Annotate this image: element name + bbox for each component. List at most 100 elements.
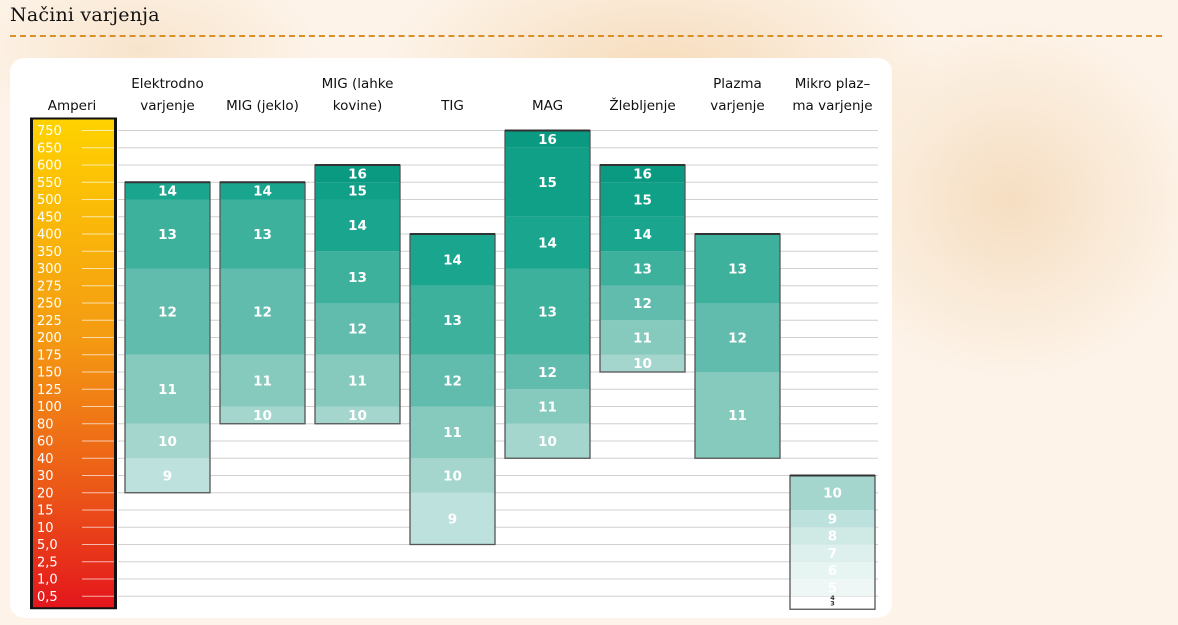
- segment-label: 11: [728, 408, 747, 424]
- range-segment: [790, 527, 875, 545]
- process-name: TIG: [440, 98, 464, 114]
- amp-tick-label: 175: [37, 348, 62, 363]
- segment-label: 12: [728, 330, 747, 346]
- amp-tick-label: 225: [37, 314, 62, 329]
- range-segment: [790, 561, 875, 579]
- amp-tick-label: 650: [37, 141, 62, 156]
- segment-label: 16: [633, 166, 652, 182]
- range-segment: [790, 510, 875, 528]
- segment-label: 10: [538, 434, 557, 450]
- title-divider: [10, 35, 1162, 37]
- segment-label: 13: [253, 227, 272, 243]
- range-segment: [695, 234, 780, 303]
- segment-label: 13: [348, 270, 367, 286]
- amp-tick-label: 0,5: [37, 590, 58, 605]
- range-segment: [125, 458, 210, 493]
- process-name: Mikro plaz–: [795, 76, 871, 92]
- range-segment: [410, 285, 495, 355]
- process-column: 13 12 11: [694, 233, 781, 459]
- segment-label: 9: [163, 468, 172, 484]
- amp-tick-label: 100: [37, 400, 62, 415]
- range-segment: [600, 285, 685, 321]
- amp-tick-label: 500: [37, 193, 62, 208]
- amp-scale-gradient: [33, 119, 114, 608]
- segment-label: 10: [633, 356, 652, 372]
- segment-label: 13: [728, 261, 747, 277]
- amp-tick-label: 400: [37, 228, 62, 243]
- amp-tick-label: 350: [37, 245, 62, 260]
- amp-tick-label: 200: [37, 331, 62, 346]
- segment-label: 10: [158, 434, 177, 450]
- segment-label: 13: [158, 227, 177, 243]
- column-headers: Amperi Elektrodno varjenje MIG (jeklo) MIG (…: [48, 76, 873, 114]
- segment-label: 11: [158, 382, 177, 398]
- range-segment: [125, 268, 210, 355]
- range-segment: [410, 458, 495, 493]
- amp-scale: 750 650 600 550 500 450 400 350 300 275 250 225 200 1…: [30, 117, 117, 610]
- segment-label: 3: [830, 599, 835, 607]
- segment-label: 11: [538, 399, 557, 415]
- range-segment: [220, 199, 305, 269]
- range-segment: [315, 354, 400, 407]
- range-segment: [220, 182, 305, 200]
- segment-label: 16: [538, 132, 557, 148]
- range-segment: [125, 182, 210, 200]
- process-column: 16 15 14 13 12 11 10: [599, 164, 686, 373]
- process-name: ma varjenje: [792, 98, 872, 114]
- range-segment: [505, 216, 590, 269]
- amp-tick-label: 600: [37, 159, 62, 174]
- range-segment: [125, 354, 210, 424]
- chart-panel: 750 650 600 550 500 450 400 350 300 275 250 225 200 1…: [10, 58, 892, 618]
- range-segment: [315, 182, 400, 200]
- amp-tick-label: 15: [37, 504, 54, 519]
- segment-label: 13: [633, 261, 652, 277]
- segment-label: 5: [828, 580, 837, 596]
- range-segment: [125, 423, 210, 459]
- process-column: 14 13 12 11 10: [219, 181, 306, 425]
- segment-label: 14: [253, 184, 272, 200]
- segment-label: 14: [348, 218, 367, 234]
- segment-label: 13: [443, 313, 462, 329]
- process-name: varjenje: [710, 98, 764, 114]
- segment-label: 9: [448, 511, 457, 527]
- amp-tick-label: 40: [37, 452, 54, 467]
- range-segment: [410, 354, 495, 407]
- amp-tick-label: 750: [37, 124, 62, 139]
- range-segment: [505, 268, 590, 355]
- segment-label: 4: [830, 594, 835, 602]
- segment-label: 16: [348, 166, 367, 182]
- range-segment: [790, 579, 875, 597]
- amp-tick-label: 2,5: [37, 555, 58, 570]
- range-segment: [125, 199, 210, 269]
- segment-label: 15: [348, 184, 367, 200]
- range-segment: [315, 303, 400, 355]
- process-column: 16 15 14 13 12 11 10: [314, 164, 401, 425]
- amp-tick-label: 125: [37, 383, 62, 398]
- segment-label: 10: [823, 486, 842, 502]
- segment-label: 14: [443, 253, 462, 269]
- segment-label: 12: [443, 373, 462, 389]
- segment-label: 8: [828, 529, 837, 545]
- range-segment: [600, 251, 685, 286]
- range-segment: [315, 406, 400, 424]
- segment-label: 14: [158, 184, 177, 200]
- segment-label: 14: [538, 235, 557, 251]
- process-name: MIG (jeklo): [226, 98, 299, 114]
- page-title: Načini varjenja: [10, 4, 160, 26]
- segment-label: 12: [253, 304, 272, 320]
- range-segment: [600, 182, 685, 217]
- segment-label: 10: [253, 408, 272, 424]
- segment-label: 11: [253, 373, 272, 389]
- amp-tick-label: 10: [37, 521, 54, 536]
- range-segment: [315, 165, 400, 183]
- process-column: 14 13 12 11 10 9: [124, 181, 211, 494]
- segment-label: 15: [538, 175, 557, 191]
- segment-label: 7: [828, 546, 837, 562]
- segment-label: 13: [538, 304, 557, 320]
- amp-axis-label: Amperi: [48, 98, 97, 114]
- segment-label: 12: [158, 304, 177, 320]
- range-segment: [600, 354, 685, 372]
- range-segment: [410, 406, 495, 459]
- range-segment: [790, 544, 875, 562]
